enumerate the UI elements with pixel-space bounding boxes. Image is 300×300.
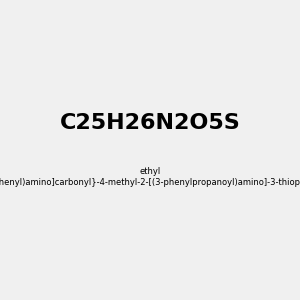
Text: ethyl 5-{[(4-methoxyphenyl)amino]carbonyl}-4-methyl-2-[(3-phenylpropanoyl)amino]: ethyl 5-{[(4-methoxyphenyl)amino]carbony… [0,167,300,187]
Text: C25H26N2O5S: C25H26N2O5S [60,113,240,133]
